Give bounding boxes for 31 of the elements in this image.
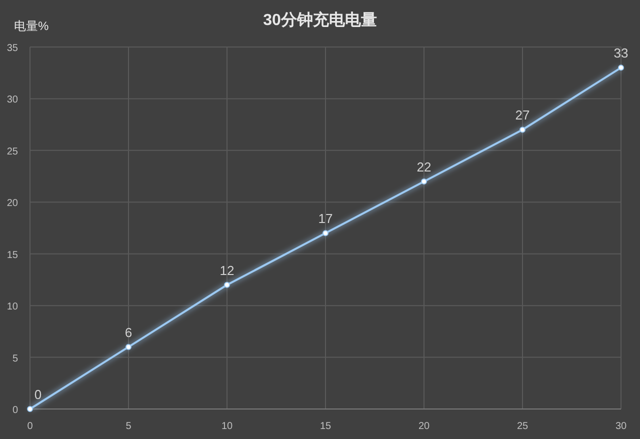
point xyxy=(618,64,624,71)
y-tick-label: 10 xyxy=(6,302,18,313)
point xyxy=(224,282,230,288)
x-tick-label: 10 xyxy=(221,421,233,432)
y-tick-label: 20 xyxy=(6,198,18,210)
data-label: 12 xyxy=(220,262,234,278)
y-tick-label: 25 xyxy=(6,146,18,158)
data-label: 17 xyxy=(318,211,333,226)
data-label: 22 xyxy=(416,159,432,174)
x-tick-label: 0 xyxy=(27,421,34,432)
point xyxy=(421,178,427,184)
x-tick-label: 20 xyxy=(418,421,430,432)
x-tick-label: 30 xyxy=(615,421,627,432)
x-tick-label: 15 xyxy=(320,421,332,432)
point xyxy=(520,126,526,133)
y-tick-label: 35 xyxy=(6,43,18,54)
point xyxy=(322,230,328,236)
x-tick-label: 5 xyxy=(126,421,132,432)
data-label: 27 xyxy=(515,108,530,123)
chart-title: 30分钟充电电量 xyxy=(263,11,377,29)
point xyxy=(126,344,132,350)
y-tick-label: 0 xyxy=(12,405,18,416)
data-label: 0 xyxy=(34,387,42,402)
y-tick-label: 15 xyxy=(6,250,18,261)
point xyxy=(27,406,33,412)
data-label: 33 xyxy=(614,46,628,61)
x-tick-label: 25 xyxy=(516,421,528,432)
y-tick-label: 30 xyxy=(6,94,18,106)
y-tick-label: 5 xyxy=(12,353,18,364)
y-axis-title: 电量% xyxy=(14,19,49,33)
data-label: 6 xyxy=(124,324,132,340)
